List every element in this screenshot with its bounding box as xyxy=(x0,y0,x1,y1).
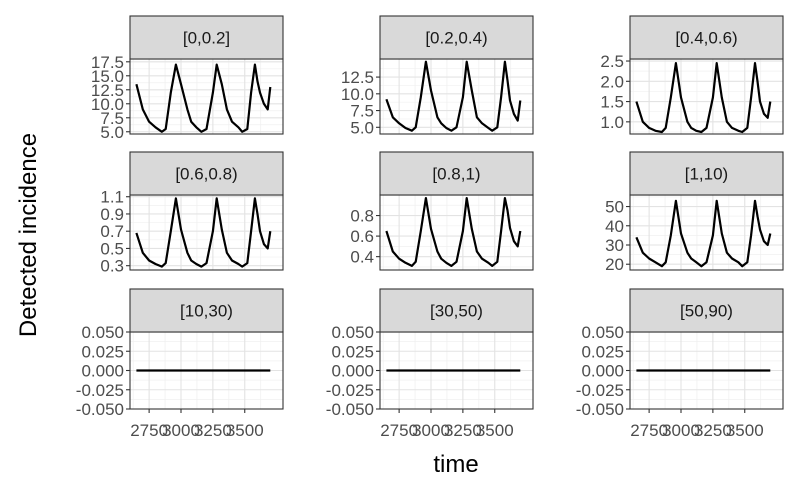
y-tick-label: 7.5 xyxy=(350,102,374,121)
y-tick-label: 30 xyxy=(605,236,624,255)
y-tick-label: 0.3 xyxy=(100,257,124,276)
y-tick-label: -0.050 xyxy=(576,400,624,419)
plot-background xyxy=(380,59,533,134)
facet-strip-label: [0.2,0.4) xyxy=(425,29,487,48)
y-tick-label: 50 xyxy=(605,198,624,217)
facet-strip xyxy=(129,151,284,196)
y-tick-label: -0.025 xyxy=(76,381,124,400)
facet-strip xyxy=(629,288,784,333)
y-tick-label: 0.4 xyxy=(350,248,374,267)
y-tick-label: 0.050 xyxy=(331,323,374,342)
y-tick-label: 0.7 xyxy=(100,222,124,241)
x-tick-label: 3250 xyxy=(694,421,732,440)
series-line xyxy=(385,197,522,267)
y-tick-label: 0.025 xyxy=(81,342,124,361)
y-tick-label: 2.0 xyxy=(600,72,624,91)
facet-strip-label: [10,30) xyxy=(180,302,233,321)
facet-strip-label: [50,90) xyxy=(680,302,733,321)
x-tick-label: 3250 xyxy=(194,421,232,440)
facet-panel: [0.6,0.8) 0.30.50.70.91.1 xyxy=(100,151,284,276)
facet-strip-label: [30,50) xyxy=(430,302,483,321)
facet-panel: [0,0.2] 5.07.510.012.515.017.5 xyxy=(91,15,284,142)
y-tick-label: 0.6 xyxy=(350,227,374,246)
y-tick-label: 1.0 xyxy=(600,113,624,132)
facet-strip-label: [1,10) xyxy=(685,165,728,184)
y-tick-label: 2.5 xyxy=(600,52,624,71)
y-tick-label: -0.025 xyxy=(576,381,624,400)
facet-panel: [0.4,0.6) 1.01.5 2.02.5 xyxy=(600,15,784,135)
y-tick-label: 15.0 xyxy=(91,67,124,86)
plot-background xyxy=(630,195,783,270)
y-tick-label: 10.0 xyxy=(341,85,374,104)
y-tick-label: 40 xyxy=(605,217,624,236)
x-tick-label: 3500 xyxy=(476,421,514,440)
y-tick-label: 12.5 xyxy=(341,68,374,87)
y-tick-label: 5.0 xyxy=(100,123,124,142)
facet-strip xyxy=(379,288,534,333)
y-tick-label: 0.9 xyxy=(100,205,124,224)
series-line xyxy=(135,197,272,268)
y-tick-label: 20 xyxy=(605,255,624,274)
y-tick-label: 0.5 xyxy=(100,239,124,258)
y-tick-label: 5.0 xyxy=(350,118,374,137)
x-tick-label: 3000 xyxy=(412,421,450,440)
series-line xyxy=(385,60,522,132)
y-tick-label: 10.0 xyxy=(91,95,124,114)
facet-strip-label: [0,0.2] xyxy=(183,29,230,48)
y-tick-label: 0.000 xyxy=(331,362,374,381)
facet-strip-label: [0.4,0.6) xyxy=(675,29,737,48)
y-tick-label: 0.000 xyxy=(581,362,624,381)
y-tick-label: -0.025 xyxy=(326,381,374,400)
x-tick-label: 2750 xyxy=(380,421,418,440)
y-axis-title: Detected incidence xyxy=(15,133,42,337)
x-tick-label: 3000 xyxy=(662,421,700,440)
y-tick-label: 7.5 xyxy=(100,109,124,128)
y-tick-label: 0.025 xyxy=(581,342,624,361)
x-tick-label: 2750 xyxy=(630,421,668,440)
facet-strip xyxy=(629,151,784,196)
facet-strip-label: [0.6,0.8) xyxy=(175,165,237,184)
x-tick-label: 3500 xyxy=(226,421,264,440)
y-tick-label: 0.000 xyxy=(81,362,124,381)
series-line xyxy=(635,199,772,268)
facet-strip xyxy=(629,15,784,60)
x-tick-label: 2750 xyxy=(130,421,168,440)
facet-strip xyxy=(129,15,284,60)
y-tick-label: 1.1 xyxy=(100,188,124,207)
y-tick-label: -0.050 xyxy=(326,400,374,419)
facet-grid: [0,0.2]5.07.510.012.515.017.5[0.2,0.4)5.… xyxy=(76,15,784,440)
y-tick-label: 0.025 xyxy=(331,342,374,361)
x-tick-label: 3500 xyxy=(726,421,764,440)
facet-strip xyxy=(379,15,534,60)
x-tick-label: 3250 xyxy=(444,421,482,440)
y-tick-label: 0.050 xyxy=(81,323,124,342)
y-tick-label: 0.050 xyxy=(581,323,624,342)
x-axis-title: time xyxy=(433,451,478,478)
facet-strip xyxy=(379,151,534,196)
facet-panel: [0.8,1) 0.4 0.60.8 xyxy=(350,151,534,271)
series-line xyxy=(635,61,772,134)
y-tick-label: 12.5 xyxy=(91,81,124,100)
y-tick-label: 0.8 xyxy=(350,207,374,226)
facet-strip xyxy=(129,288,284,333)
series-line xyxy=(135,63,272,133)
facet-strip-label: [0.8,1) xyxy=(432,165,480,184)
facet-panel: [0.2,0.4) 5.07.510.012.5 xyxy=(341,15,534,137)
y-tick-label: -0.050 xyxy=(76,400,124,419)
y-tick-label: 1.5 xyxy=(600,93,624,112)
y-tick-label: 17.5 xyxy=(91,53,124,72)
x-tick-label: 3000 xyxy=(162,421,200,440)
